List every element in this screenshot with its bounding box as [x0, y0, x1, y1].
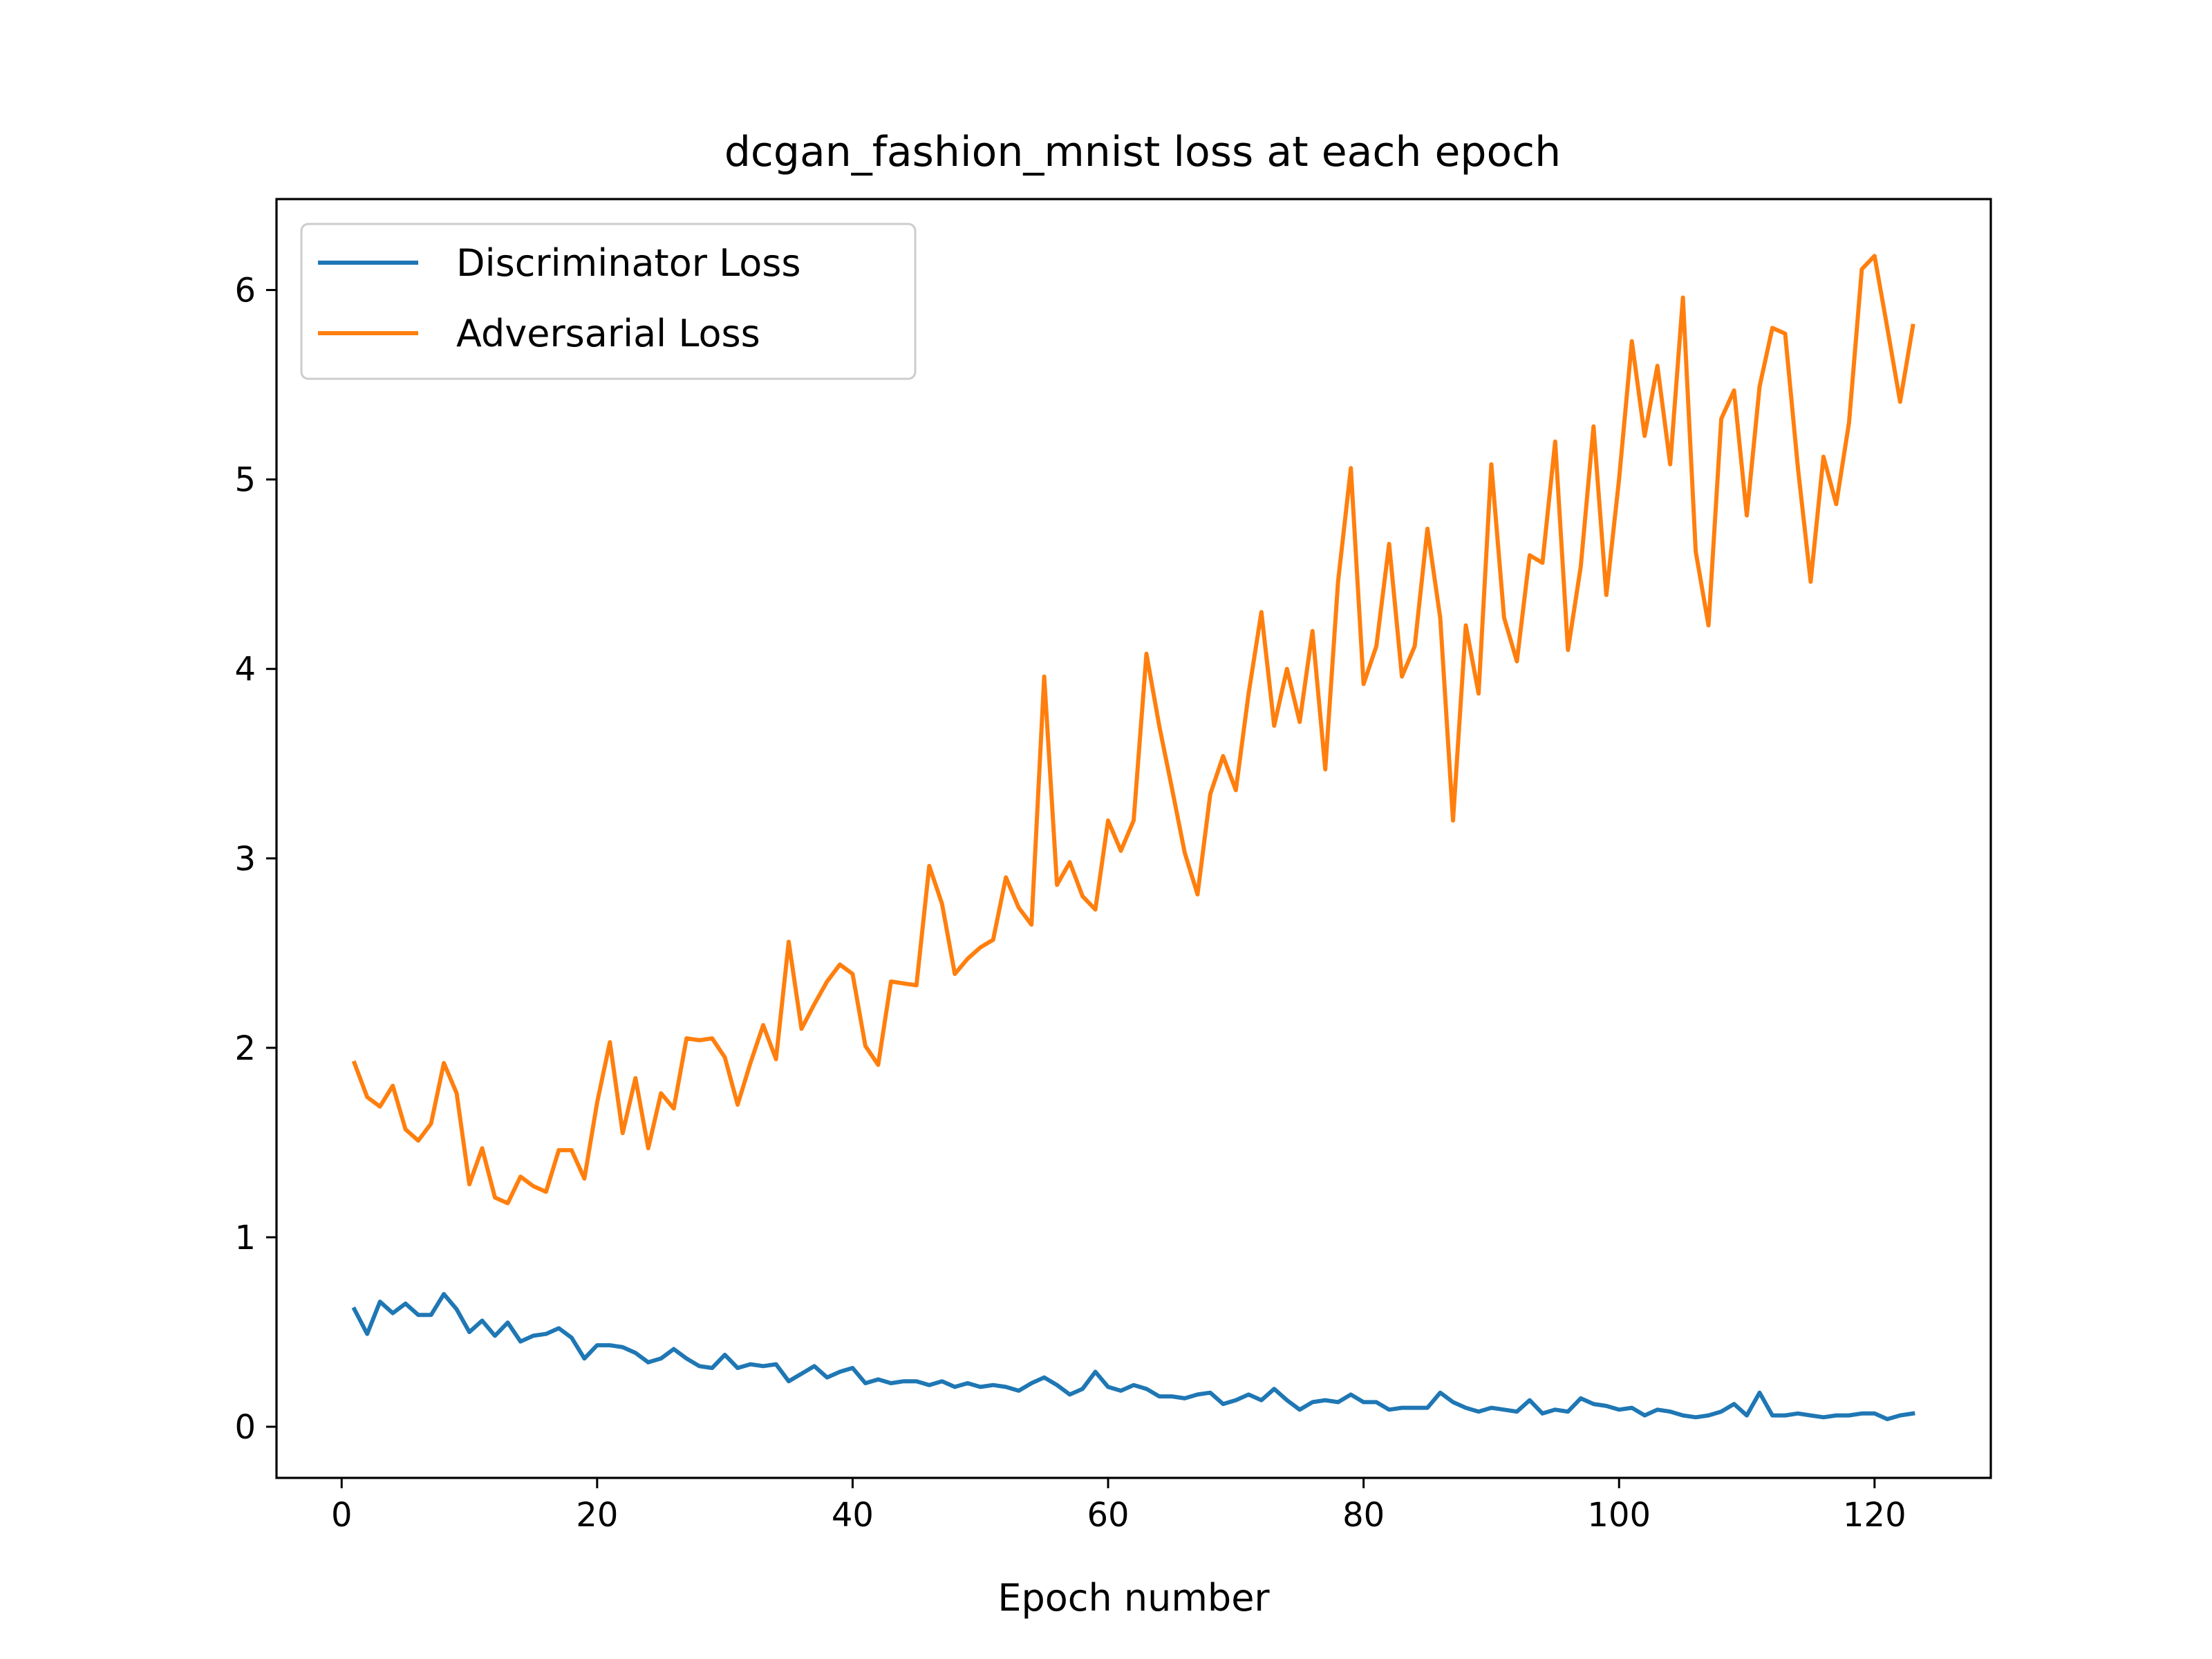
x-axis: 0 20 40 60 80 100 120: [331, 1478, 1906, 1535]
legend-label-adversarial: Adversarial Loss: [456, 312, 760, 355]
chart-title: dcgan_fashion_mnist loss at each epoch: [724, 128, 1561, 176]
y-tick-label: 1: [234, 1219, 256, 1257]
legend: Discriminator Loss Adversarial Loss: [300, 223, 917, 380]
y-tick-label: 2: [234, 1029, 256, 1068]
x-tick-label: 120: [1843, 1496, 1906, 1535]
x-tick-label: 100: [1587, 1496, 1651, 1535]
y-tick-label: 3: [234, 840, 256, 879]
series-layer: [351, 254, 1915, 1421]
x-tick-label: 80: [1342, 1496, 1385, 1535]
legend-label-discriminator: Discriminator Loss: [456, 241, 801, 285]
series-line-adversarial-loss: [351, 254, 1915, 1206]
series-line-discriminator-loss: [351, 1292, 1915, 1421]
x-tick-label: 60: [1087, 1496, 1130, 1535]
y-tick-label: 4: [234, 650, 256, 689]
y-tick-label: 0: [234, 1408, 256, 1447]
y-axis: 0 1 2 3 4 5 6: [234, 272, 276, 1447]
plot-frame: [275, 198, 1992, 1479]
x-tick-label: 20: [576, 1496, 618, 1535]
x-tick-label: 0: [331, 1496, 353, 1535]
x-axis-label: Epoch number: [997, 1576, 1270, 1620]
legend-box: [300, 223, 917, 380]
x-tick-label: 40: [832, 1496, 874, 1535]
y-tick-label: 6: [234, 272, 256, 310]
y-tick-label: 5: [234, 461, 256, 500]
plot-area: [276, 199, 1991, 1478]
